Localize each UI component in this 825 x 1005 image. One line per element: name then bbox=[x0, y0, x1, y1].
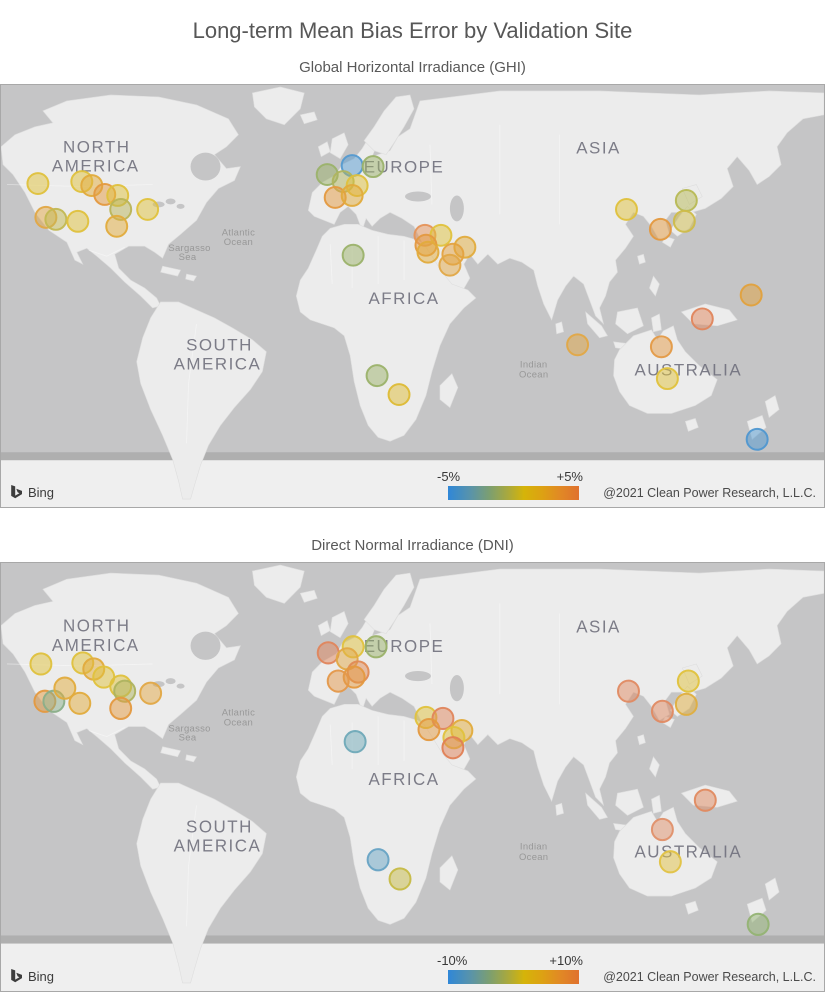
site-marker[interactable] bbox=[693, 788, 717, 812]
bing-icon bbox=[11, 485, 22, 499]
site-marker[interactable] bbox=[739, 283, 763, 307]
site-marker[interactable] bbox=[676, 669, 700, 693]
site-marker[interactable] bbox=[341, 243, 365, 267]
site-markers bbox=[26, 154, 769, 451]
site-marker[interactable] bbox=[745, 427, 769, 451]
site-marker[interactable] bbox=[29, 652, 53, 676]
site-markers bbox=[29, 635, 770, 936]
site-marker[interactable] bbox=[438, 253, 462, 277]
site-marker[interactable] bbox=[365, 364, 389, 388]
map-ghi[interactable]: NORTH AMERICA EUROPE ASIA AFRICA SOUTH AMERICA… bbox=[0, 84, 825, 508]
bing-label: Bing bbox=[28, 484, 55, 500]
bing-logo[interactable]: Bing bbox=[9, 484, 54, 500]
site-marker[interactable] bbox=[441, 736, 465, 760]
legend-min-label: -5% bbox=[437, 469, 461, 484]
site-marker[interactable] bbox=[650, 817, 674, 842]
legend-max-label: +10% bbox=[549, 953, 583, 968]
site-marker[interactable] bbox=[649, 335, 673, 359]
site-marker[interactable] bbox=[674, 692, 698, 716]
colorbar bbox=[448, 970, 579, 984]
site-marker[interactable] bbox=[26, 172, 50, 195]
site-marker[interactable] bbox=[44, 207, 68, 231]
site-marker[interactable] bbox=[316, 641, 340, 665]
page-title: Long-term Mean Bias Error by Validation … bbox=[192, 18, 633, 43]
site-marker[interactable] bbox=[366, 848, 390, 872]
copyright-text: @2021 Clean Power Research, L.L.C. bbox=[603, 970, 816, 984]
colorbar-legend-ghi: -5% +5% bbox=[437, 469, 583, 500]
bing-label: Bing bbox=[28, 968, 55, 984]
site-marker[interactable] bbox=[136, 197, 160, 221]
site-marker[interactable] bbox=[674, 189, 698, 212]
dni-map-section: Direct Normal Irradiance (DNI) NORTH AMER… bbox=[0, 536, 825, 992]
site-marker[interactable] bbox=[648, 217, 672, 241]
map-subtitle-ghi: Global Horizontal Irradiance (GHI) bbox=[299, 59, 526, 76]
site-marker[interactable] bbox=[343, 730, 367, 754]
site-marker[interactable] bbox=[361, 155, 385, 179]
site-marker[interactable] bbox=[690, 307, 714, 331]
site-marker[interactable] bbox=[615, 197, 638, 221]
site-marker[interactable] bbox=[658, 850, 682, 874]
site-marker[interactable] bbox=[655, 367, 679, 391]
site-marker[interactable] bbox=[326, 669, 350, 693]
report-page: Long-term Mean Bias Error by Validation … bbox=[0, 16, 825, 992]
ghi-map-section: Global Horizontal Irradiance (GHI) NORTH… bbox=[0, 58, 825, 508]
copyright-text: @2021 Clean Power Research, L.L.C. bbox=[603, 486, 816, 500]
legend-max-label: +5% bbox=[556, 469, 583, 484]
site-marker[interactable] bbox=[387, 383, 411, 406]
site-marker[interactable] bbox=[746, 912, 770, 936]
site-marker[interactable] bbox=[68, 691, 92, 715]
site-marker[interactable] bbox=[139, 681, 163, 705]
site-marker[interactable] bbox=[364, 635, 388, 659]
site-marker[interactable] bbox=[416, 240, 440, 264]
site-marker[interactable] bbox=[66, 209, 90, 233]
bing-icon bbox=[11, 969, 22, 983]
site-marker[interactable] bbox=[650, 699, 674, 723]
site-marker[interactable] bbox=[53, 676, 77, 700]
legend-min-label: -10% bbox=[437, 953, 468, 968]
map-dni[interactable]: NORTH AMERICA EUROPE ASIA AFRICA SOUTH AMERICA… bbox=[0, 562, 825, 992]
site-marker[interactable] bbox=[566, 333, 590, 357]
bing-logo[interactable]: Bing bbox=[9, 968, 54, 984]
site-marker[interactable] bbox=[417, 717, 441, 742]
site-marker[interactable] bbox=[388, 867, 412, 891]
colorbar-legend-dni: -10% +10% bbox=[437, 953, 583, 984]
map-subtitle-dni: Direct Normal Irradiance (DNI) bbox=[311, 537, 514, 554]
site-marker[interactable] bbox=[340, 184, 364, 207]
site-marker[interactable] bbox=[617, 679, 640, 703]
colorbar bbox=[448, 486, 579, 500]
site-marker[interactable] bbox=[105, 214, 129, 238]
site-marker[interactable] bbox=[109, 696, 133, 720]
site-marker[interactable] bbox=[672, 209, 696, 233]
